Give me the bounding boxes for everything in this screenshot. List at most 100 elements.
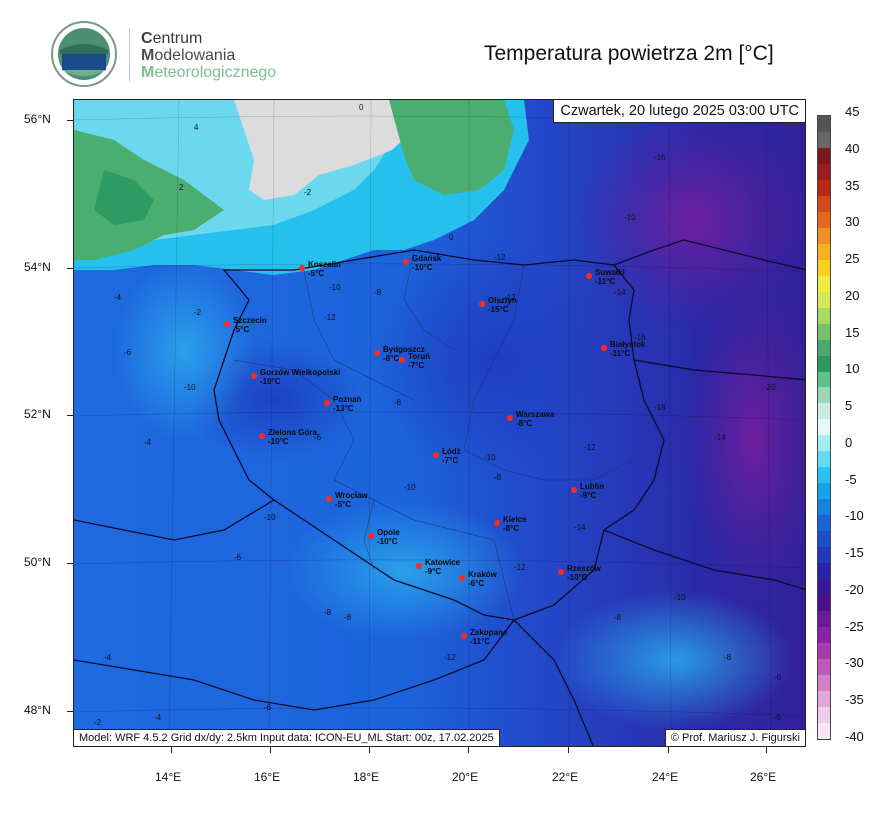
contour-label: -12 (504, 293, 516, 302)
lon-label: 14°E (155, 770, 182, 784)
city-marker: Katowice-9°C (416, 558, 461, 576)
city-temperature: -9°C (425, 567, 441, 576)
contour-label: -4 (154, 713, 162, 722)
map-canvas: 0 -2 4 2 0 -4 -2 -6 -8 -10 -12 -14 -16 -18 -20 -10 -12 -8… (74, 100, 805, 746)
lon-label: 16°E (254, 770, 281, 784)
contour-label: -8 (614, 613, 622, 622)
colorbar-segment (818, 435, 830, 452)
colorbar-segment (818, 323, 830, 340)
city-dot (461, 633, 467, 639)
lon-label: 22°E (552, 770, 579, 784)
contour-label: -10 (329, 283, 341, 292)
contour-label: -10 (484, 453, 496, 462)
contour-label: -6 (314, 433, 322, 442)
city-marker: Bydgoszcz-8°C (374, 345, 425, 363)
colorbar-segment (818, 291, 830, 308)
contour-label: -8 (724, 653, 732, 662)
colorbar-segment (818, 595, 830, 612)
city-dot (374, 350, 380, 356)
lon-tick (171, 747, 172, 753)
city-marker: Opole-10°C (368, 528, 400, 546)
region-borders (233, 249, 635, 621)
colorbar-label: 25 (845, 251, 860, 267)
colorbar-segment (818, 531, 830, 548)
contour-label: -10 (264, 513, 276, 522)
contour-label: 2 (179, 183, 184, 192)
city-temperature: -5°C (335, 500, 351, 509)
contour-label: -12 (584, 443, 596, 452)
lon-label: 26°E (750, 770, 777, 784)
city-dot (459, 575, 465, 581)
contour-label: -10 (624, 213, 636, 222)
city-name: Poznań (333, 395, 362, 404)
city-name: Kraków (468, 570, 498, 579)
city-temperature: -8°C (383, 354, 399, 363)
sweden-land (234, 100, 419, 200)
city-marker: Toruń-7°C (399, 352, 430, 370)
city-dot (251, 373, 257, 379)
colorbar-segment (818, 658, 830, 675)
colorbar-label: -40 (845, 729, 864, 744)
city-temperature: -8°C (516, 419, 532, 428)
city-dot (299, 265, 305, 271)
lon-label: 18°E (353, 770, 380, 784)
colorbar-label: 45 (845, 104, 860, 119)
contour-label: -8 (344, 613, 352, 622)
contour-label: -4 (144, 438, 152, 447)
lat-tick (67, 268, 73, 269)
colorbar-segment (818, 627, 830, 643)
contour-label: 4 (194, 123, 199, 132)
mild-southeast-zone (554, 590, 794, 730)
colorbar-segment (818, 275, 830, 292)
colorbar-segment (818, 515, 830, 532)
contour-label: -14 (714, 433, 726, 442)
city-dot (601, 345, 607, 351)
land-positive-west-core (94, 170, 154, 225)
colorbar-segment (818, 451, 830, 468)
city-marker: Olsztyn-15°C (479, 296, 517, 314)
city-dot (479, 301, 485, 307)
city-dot (571, 487, 577, 493)
contour-label: -14 (614, 288, 626, 297)
temperature-colorbar (817, 115, 831, 740)
lon-tick (270, 747, 271, 753)
city-marker: Kraków-6°C (459, 570, 498, 588)
colorbar-label: 5 (845, 398, 853, 414)
contour-label: 0 (449, 233, 454, 242)
contour-label: -6 (774, 673, 782, 682)
land-positive-north (389, 100, 514, 195)
lat-tick (67, 563, 73, 564)
mild-west-zone (114, 260, 254, 440)
city-temperature: -13°C (333, 404, 354, 413)
lon-tick (568, 747, 569, 753)
city-dot (368, 533, 374, 539)
colorbar-segment (818, 579, 830, 596)
lat-label: 52°N (24, 407, 51, 421)
colorbar-segment (818, 642, 830, 659)
contour-label: -2 (94, 718, 102, 727)
colorbar-segment (818, 387, 830, 404)
colorbar-label: 40 (845, 140, 860, 156)
lat-label: 54°N (24, 260, 51, 274)
contour-labels: 0 -2 4 2 0 -4 -2 -6 -8 -10 -12 -14 -16 -18 -20 -10 -12 -8… (94, 103, 782, 727)
city-marker: Łódź-7°C (433, 447, 461, 465)
city-marker: Poznań-13°C (324, 395, 362, 413)
city-temperature: -8°C (503, 524, 519, 533)
contour-label: -12 (444, 653, 456, 662)
contour-label: -8 (394, 398, 402, 407)
valid-time-label: Czwartek, 20 lutego 2025 03:00 UTC (553, 100, 805, 123)
colorbar-segment (818, 195, 830, 212)
city-name: Gorzów Wielkopolski (260, 368, 340, 377)
city-name: Warszawa (516, 410, 555, 419)
colorbar-label: 15 (845, 324, 860, 340)
city-marker: Gdańsk-10°C (403, 254, 442, 272)
colorbar-segment (818, 547, 830, 564)
copyright-label: © Prof. Mariusz J. Figurski (664, 729, 805, 746)
city-name: Lublin (580, 482, 604, 491)
lat-tick (67, 120, 73, 121)
lat-label: 50°N (24, 555, 51, 569)
city-marker: Szczecin-5°C (224, 316, 267, 334)
colorbar-segment (818, 483, 830, 500)
colorbar-segment (818, 563, 830, 580)
model-info-label: Model: WRF 4.5.2 Grid dx/dy: 2.5km Input… (74, 729, 500, 746)
